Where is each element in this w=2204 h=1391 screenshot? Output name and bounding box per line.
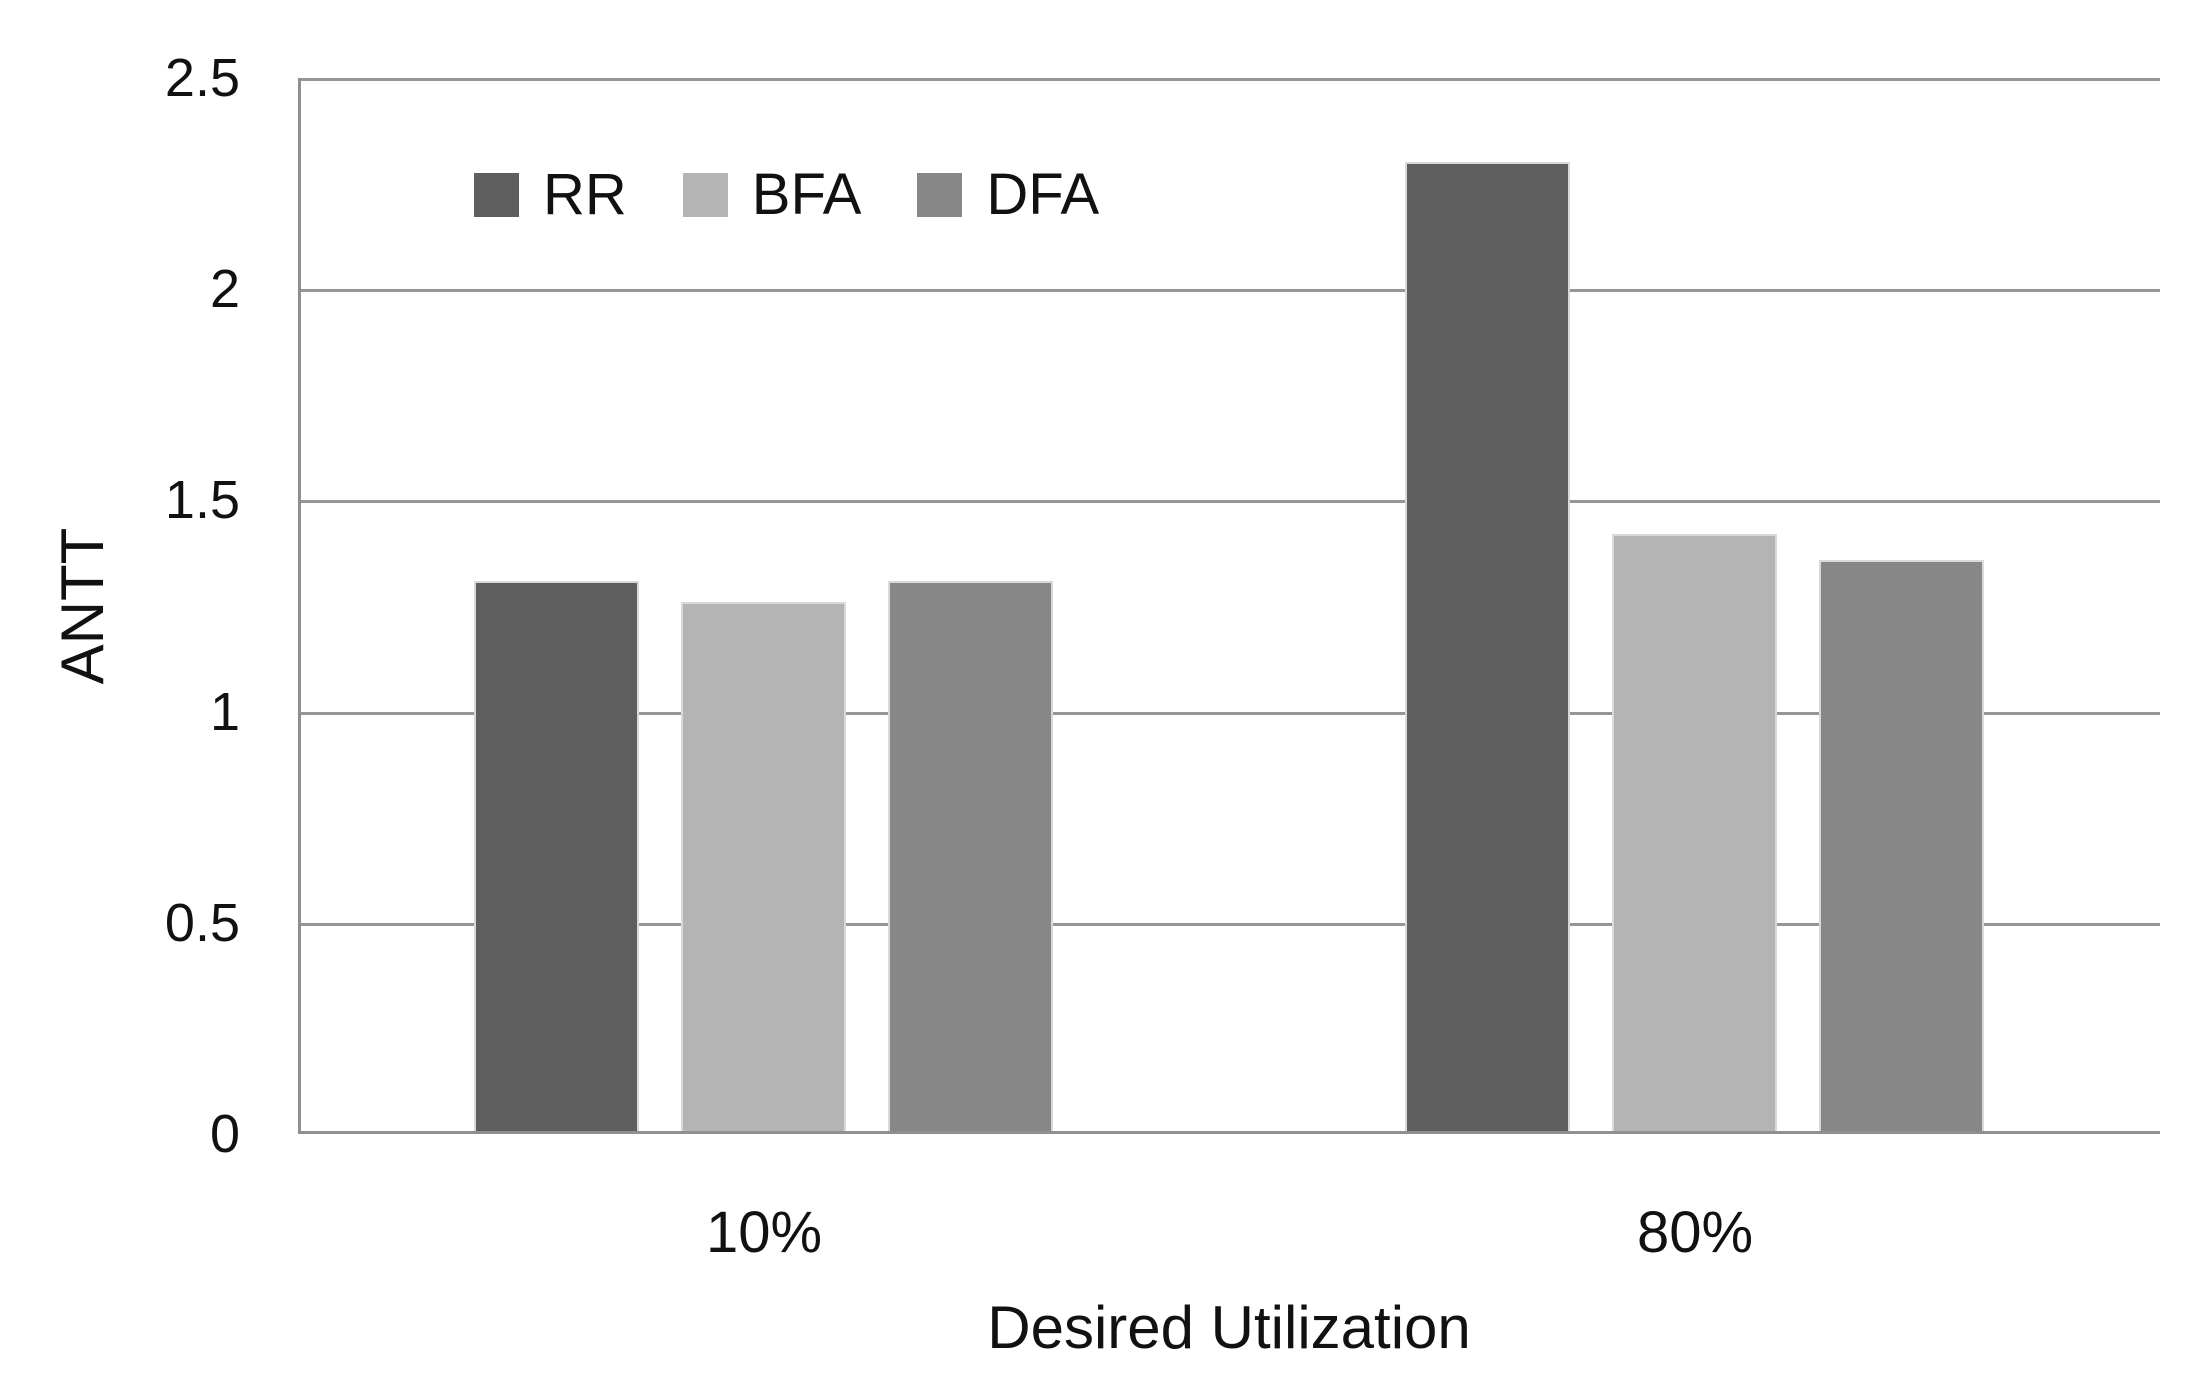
legend-label-RR: RR [543,162,627,227]
y-tick-label-0: 0 [209,1104,240,1164]
y-tick-label-1: 1 [209,682,240,742]
y-tick-label-2: 2 [209,259,240,319]
gridline-2.0 [298,289,2160,292]
x-tick-label-2: 80% [1636,1200,1754,1265]
y-tick-label-1.5: 1.5 [164,470,240,530]
y-axis-line [298,78,301,1134]
legend-item-RR: RR [474,166,627,224]
legend-item-DFA: DFA [917,166,1099,224]
y-tick-label-0.5: 0.5 [164,893,240,953]
legend-label-DFA: DFA [986,162,1100,227]
bar-BFA-10% [681,602,846,1134]
bar-DFA-10% [888,581,1053,1134]
bar-RR-10% [474,581,639,1134]
y-axis-title: ANTT [49,527,116,685]
bar-RR-80% [1405,162,1570,1134]
bar-DFA-80% [1819,560,1984,1134]
legend: RR BFA DFA [474,166,1099,224]
x-axis-title: Desired Utilization [987,1294,1471,1361]
gridline-2.5 [298,78,2160,81]
x-tick-label-1: 10% [705,1200,823,1265]
gridline-1.0 [298,712,2160,715]
legend-swatch-RR [474,173,519,217]
y-tick-label-2.5: 2.5 [164,48,240,108]
bar-BFA-80% [1612,534,1777,1134]
legend-item-BFA: BFA [682,162,862,227]
legend-swatch-BFA [682,173,728,217]
gridline-0.5 [298,923,2160,926]
legend-label-BFA: BFA [751,162,862,227]
gridline-1.5 [298,500,2160,503]
x-axis-line [298,1131,2160,1134]
plot-area: RR BFA DFA [298,78,2160,1134]
legend-swatch-DFA [917,173,963,217]
